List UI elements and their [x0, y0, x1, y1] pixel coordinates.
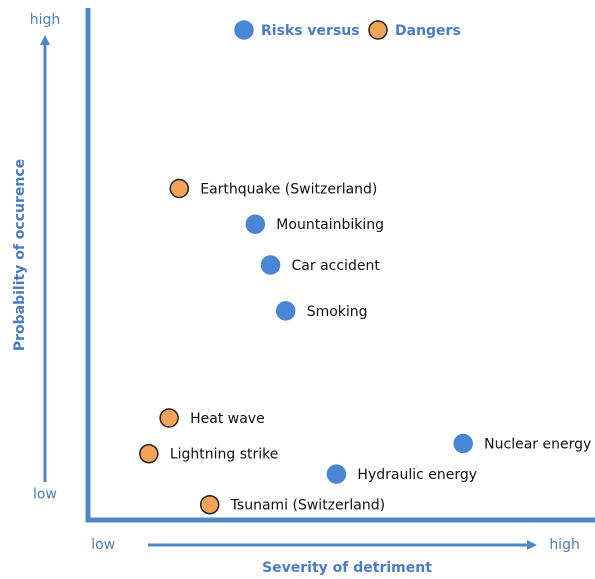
point [139, 443, 159, 464]
point-label: Nuclear energy [484, 437, 591, 453]
point-label: Hydraulic energy [357, 467, 477, 483]
legend-label: Risks versus [261, 23, 360, 39]
point-label: Tsunami (Switzerland) [230, 498, 385, 514]
legend-label: Dangers [395, 23, 461, 39]
y-tick-label: high [30, 12, 61, 28]
point [159, 408, 179, 428]
y-tick-label: low [33, 487, 57, 503]
x-tick-label: low [91, 537, 115, 553]
point-label: Smoking [307, 304, 368, 320]
point-label: Earthquake (Switzerland) [200, 182, 377, 198]
y-axis-title: Probability of occurence [12, 159, 28, 351]
point-label: Lightning strike [170, 447, 279, 463]
legend-marker [234, 20, 254, 40]
point [326, 464, 347, 484]
point [199, 494, 220, 515]
point-label: Heat wave [190, 411, 265, 427]
point [245, 214, 266, 234]
point-label: Car accident [292, 258, 381, 274]
x-tick-label: high [549, 537, 580, 553]
legend-marker [368, 20, 388, 40]
point-label: Mountainbiking [276, 217, 384, 233]
point [453, 433, 473, 454]
x-axis-title: Severity of detriment [262, 560, 432, 576]
point [260, 255, 281, 275]
point [275, 301, 296, 321]
point [169, 178, 190, 199]
